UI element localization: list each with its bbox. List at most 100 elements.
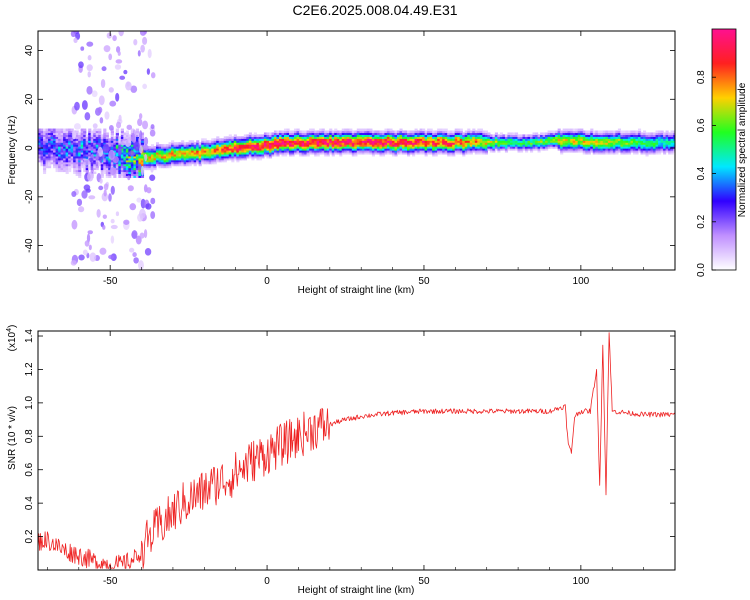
heatmap-cell <box>135 155 140 159</box>
heatmap-cell <box>386 134 391 137</box>
heatmap-cell <box>610 142 614 145</box>
heatmap-cell <box>396 134 401 137</box>
heatmap-cell <box>176 155 180 159</box>
heatmap-cell <box>555 142 559 145</box>
heatmap-cell <box>653 140 657 143</box>
heatmap-cell <box>607 134 611 137</box>
heatmap-cell <box>186 146 190 149</box>
heatmap-cell <box>196 151 200 155</box>
heatmap-cell <box>459 128 463 132</box>
heatmap-noise <box>118 31 124 37</box>
heatmap-cell <box>125 134 129 137</box>
heatmap-cell <box>60 155 64 159</box>
heatmap-cell <box>407 130 411 134</box>
heatmap-cell <box>630 140 634 143</box>
heatmap-cell <box>464 134 468 137</box>
heatmap-cell <box>434 153 438 157</box>
heatmap-cell <box>371 138 375 141</box>
heatmap-cell <box>243 134 247 137</box>
heatmap-cell <box>612 151 616 155</box>
heatmap-cell <box>40 132 44 136</box>
heatmap-cell <box>537 146 541 149</box>
heatmap-cell <box>394 136 398 139</box>
heatmap-cell <box>118 142 122 145</box>
heatmap-cell <box>381 144 386 147</box>
heatmap-cell <box>620 144 624 147</box>
heatmap-cell <box>251 148 255 151</box>
heatmap-cell <box>617 138 621 141</box>
heatmap-cell <box>592 148 596 151</box>
heatmap-cell <box>331 134 335 137</box>
colorbar-tick-label: 0.8 <box>696 70 707 84</box>
heatmap-cell <box>620 148 624 151</box>
heatmap-cell <box>143 151 147 155</box>
heatmap-cell <box>281 153 285 157</box>
heatmap-cell <box>85 165 89 169</box>
heatmap-cell <box>98 132 102 136</box>
heatmap-cell <box>148 151 152 155</box>
heatmap-cell <box>304 150 308 153</box>
heatmap-cell <box>304 151 308 155</box>
heatmap-cell <box>40 146 44 149</box>
heatmap-cell <box>650 142 654 145</box>
heatmap-cell <box>472 146 476 149</box>
heatmap-cell <box>612 138 616 141</box>
heatmap-cell <box>379 132 383 136</box>
heatmap-cell <box>261 142 265 145</box>
heatmap-cell <box>130 171 134 175</box>
heatmap-cell <box>507 146 511 149</box>
heatmap-cell <box>85 167 89 171</box>
heatmap-cell <box>118 167 122 171</box>
heatmap-cell <box>562 146 566 149</box>
heatmap-cell <box>394 148 398 151</box>
heatmap-cell <box>329 151 333 155</box>
heatmap-cell <box>552 130 556 134</box>
heatmap-cell <box>231 150 235 153</box>
heatmap-noise <box>149 174 156 181</box>
heatmap-cell <box>567 134 571 137</box>
heatmap-cell <box>504 134 509 137</box>
heatmap-cell <box>296 140 300 143</box>
heatmap-cell <box>231 148 235 151</box>
heatmap-cell <box>48 136 52 139</box>
heatmap-cell <box>354 144 358 147</box>
heatmap-cell <box>605 146 609 149</box>
heatmap-cell <box>612 150 616 153</box>
heatmap-cell <box>216 151 220 155</box>
heatmap-cell <box>645 148 649 151</box>
heatmap-cell <box>90 134 94 137</box>
heatmap-cell <box>68 163 72 167</box>
heatmap-cell <box>284 146 288 149</box>
heatmap-cell <box>567 148 571 151</box>
heatmap-cell <box>402 148 406 151</box>
heatmap-cell <box>331 138 335 141</box>
heatmap-cell <box>319 132 323 136</box>
heatmap-cell <box>497 138 501 141</box>
heatmap-cell <box>85 136 89 139</box>
heatmap-cell <box>105 132 109 136</box>
heatmap-cell <box>341 148 345 151</box>
heatmap-cell <box>404 130 408 134</box>
heatmap-cell <box>467 132 471 136</box>
heatmap-cell <box>246 151 250 155</box>
colorbar-tick-label: 0.6 <box>696 118 707 132</box>
heatmap-cell <box>351 136 355 139</box>
heatmap-cell <box>605 150 609 153</box>
heatmap-cell <box>206 153 210 157</box>
heatmap-cell <box>560 150 564 153</box>
heatmap-cell <box>88 146 92 149</box>
heatmap-cell <box>304 136 308 139</box>
heatmap-cell <box>560 144 564 147</box>
heatmap-cell <box>115 151 119 155</box>
heatmap-noise <box>102 214 107 219</box>
heatmap-cell <box>319 150 323 153</box>
heatmap-cell <box>253 144 257 147</box>
heatmap-cell <box>198 161 202 165</box>
heatmap-cell <box>201 138 205 141</box>
heatmap-cell <box>316 140 320 143</box>
heatmap-cell <box>248 140 252 143</box>
heatmap-cell <box>223 140 227 143</box>
heatmap-cell <box>324 136 328 139</box>
heatmap-cell <box>241 150 245 153</box>
heatmap-cell <box>655 138 659 141</box>
